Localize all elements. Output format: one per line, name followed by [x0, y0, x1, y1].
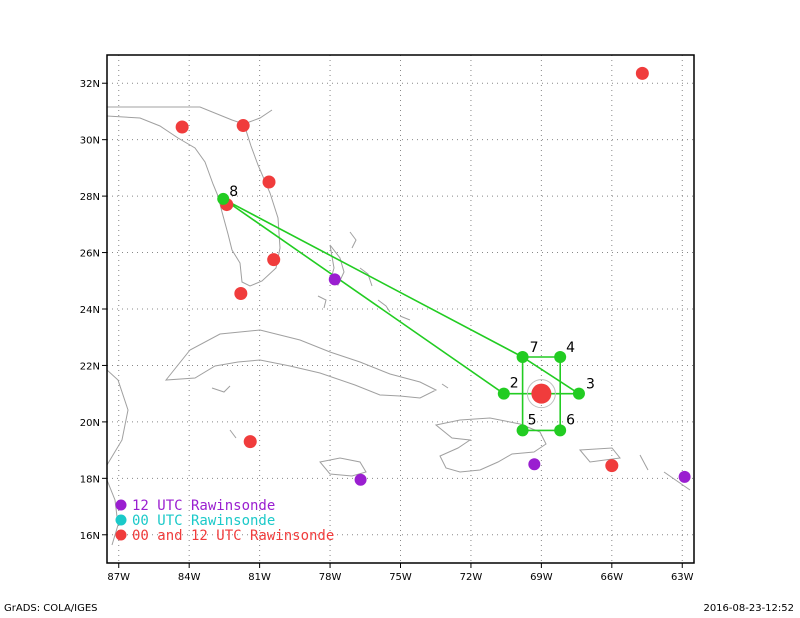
station-12utc-marker	[328, 273, 341, 286]
y-tick-label: 20N	[80, 418, 100, 429]
y-tick-label: 26N	[80, 249, 100, 260]
legend-label: 12 UTC Rawinsonde	[132, 498, 275, 514]
x-tick-label: 78W	[319, 572, 342, 583]
waypoint-marker	[554, 424, 567, 437]
station-12utc-marker	[528, 458, 541, 471]
x-tick-label: 87W	[107, 572, 130, 583]
station-00-12utc-marker	[635, 66, 649, 80]
x-tick-label: 84W	[178, 572, 201, 583]
waypoint-label: 3	[586, 377, 595, 393]
flight-waypoints: 8 7 4 3 6 5 2	[217, 184, 595, 437]
legend-marker	[115, 529, 127, 541]
waypoint-label: 8	[229, 184, 238, 200]
legend-label: 00 and 12 UTC Rawinsonde	[132, 528, 334, 544]
legend-marker	[115, 499, 127, 511]
station-00-12utc-marker	[605, 459, 619, 473]
station-00-12utc-marker	[234, 286, 248, 300]
waypoint-label: 7	[530, 340, 539, 356]
waypoint-label: 5	[528, 412, 537, 428]
footer-credit: GrADS: COLA/IGES	[4, 603, 98, 614]
y-tick-label: 24N	[80, 305, 100, 316]
waypoint-marker	[572, 387, 585, 400]
map-frame	[106, 54, 695, 564]
waypoint-label: 2	[510, 376, 519, 392]
waypoint-marker	[516, 424, 529, 437]
waypoint-marker	[516, 350, 529, 363]
station-00-12utc-marker	[267, 253, 281, 267]
x-tick-label: 66W	[601, 572, 624, 583]
station-00-12utc-marker	[243, 435, 257, 449]
coastlines	[107, 106, 691, 546]
y-tick-label: 32N	[80, 79, 100, 90]
x-tick-label: 69W	[530, 572, 553, 583]
waypoint-marker	[217, 192, 230, 205]
x-tick-label: 63W	[671, 572, 694, 583]
x-tick-label: 72W	[460, 572, 483, 583]
x-tick-label: 81W	[248, 572, 271, 583]
footer-timestamp: 2016-08-23-12:52	[703, 603, 794, 614]
x-tick-label: 75W	[389, 572, 412, 583]
y-tick-label: 18N	[80, 474, 100, 485]
graticule-grid	[107, 55, 694, 563]
station-00-12utc-marker	[175, 120, 189, 134]
waypoint-marker	[554, 350, 567, 363]
waypoint-label: 6	[566, 412, 575, 428]
station-00-12utc-marker	[262, 175, 276, 189]
station-00-12utc-marker	[531, 383, 552, 404]
axis-ticks: 87W 84W 81W 78W 75W 72W 69W 66W 63W 16N 18N 20N 22N 2…	[80, 79, 694, 583]
y-tick-label: 28N	[80, 192, 100, 203]
waypoint-label: 4	[566, 340, 575, 356]
rawinsonde-stations	[175, 66, 691, 486]
station-12utc-marker	[354, 473, 367, 486]
y-tick-label: 30N	[80, 136, 100, 147]
storm-center-ring	[526, 379, 556, 409]
y-tick-label: 16N	[80, 531, 100, 542]
legend-marker	[115, 514, 127, 526]
waypoint-marker	[497, 387, 510, 400]
station-00-12utc-marker	[236, 119, 250, 133]
station-12utc-marker	[678, 470, 691, 483]
legend-label: 00 UTC Rawinsonde	[132, 513, 275, 529]
y-tick-label: 22N	[80, 361, 100, 372]
